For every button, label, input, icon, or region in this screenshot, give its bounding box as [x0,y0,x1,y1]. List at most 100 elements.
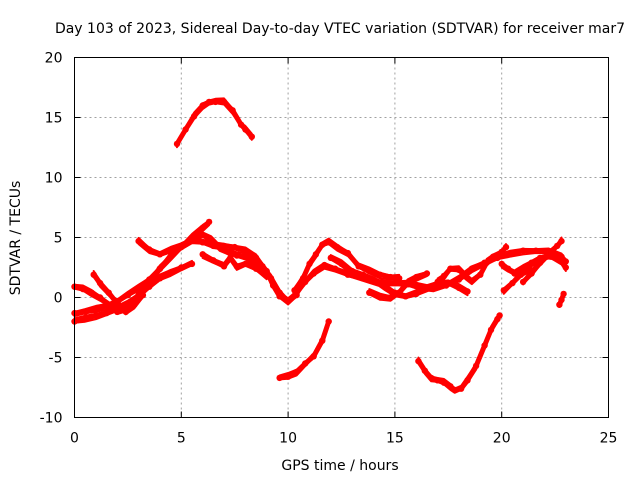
data-point [462,272,469,280]
data-point [139,291,147,299]
data-point [88,289,95,296]
data-point [103,309,110,317]
x-axis-label: GPS time / hours [281,458,398,474]
data-point [178,242,185,250]
data-point [558,258,565,265]
data-point [293,368,300,376]
data-point [500,287,507,294]
data-point [481,342,488,349]
data-point [423,270,431,277]
data-point [532,247,540,254]
data-point [562,264,569,271]
data-point [507,251,514,258]
series-arc-14 [519,236,565,286]
data-point [310,270,317,277]
y-tick-label: -10 [40,411,63,427]
series-line [501,266,532,293]
x-tick-label: 0 [70,431,79,447]
chart-title: Day 103 of 2023, Sidereal Day-to-day VTE… [55,21,625,37]
data-point [413,290,420,298]
data-point [216,243,223,251]
data-point [560,290,567,298]
x-tick-label: 10 [279,431,297,447]
axis-ticks: 0 5 10 15 20 25 -10 -5 0 5 10 15 20 [40,51,618,447]
series-line-strand [502,271,531,295]
data-point [182,126,189,133]
data-point [359,271,367,278]
data-point [188,236,196,244]
data-point [455,266,463,274]
data-point [156,251,164,258]
data-point [558,237,565,245]
data-point [167,247,174,254]
data-point [284,373,292,380]
data-point [220,263,228,270]
data-point [468,265,475,272]
data-point [434,278,441,286]
data-point [477,271,484,278]
data-point [302,360,309,367]
data-point [502,243,510,251]
data-point [504,265,512,272]
data-point [233,252,240,259]
data-point [423,284,431,292]
series-arc-15 [276,318,332,382]
data-point [455,284,463,292]
data-point [208,236,215,244]
data-point [146,246,153,253]
data-point [421,367,428,374]
data-point [114,300,121,307]
data-point [490,253,497,260]
y-axis-label: SDTVAR / TECUs [8,181,24,296]
data-point [92,306,100,313]
data-point [556,301,563,308]
data-point [92,312,100,319]
data-point [321,261,328,269]
data-point [554,242,561,250]
data-point [122,308,129,316]
data-point [96,279,104,287]
data-point [205,98,213,106]
data-point [528,259,535,266]
data-point [131,301,138,308]
data-point [457,385,465,392]
data-point [396,275,403,282]
data-point [387,294,394,301]
data-point [376,293,384,300]
data-point [517,271,525,278]
data-point [263,272,270,280]
data-point [299,275,307,282]
data-point [413,273,420,281]
data-point [293,291,300,299]
data-point [167,269,174,276]
y-tick-label: 5 [54,231,63,247]
data-point [447,265,454,272]
series-arc-7 [173,97,255,149]
data-point [79,285,87,293]
series-group [71,97,569,394]
data-point [402,293,409,300]
data-point [105,301,112,308]
series-arc-16 [415,312,503,394]
data-point [220,98,228,106]
data-point [325,318,332,325]
data-point [498,260,505,268]
data-point [376,271,384,278]
series-line-strand [502,265,531,290]
data-point [344,249,352,257]
data-point [387,273,394,281]
data-point [331,265,339,272]
data-point [252,265,260,272]
x-tick-label: 15 [386,431,404,447]
data-point [212,98,219,106]
data-point [188,260,196,268]
data-point [464,377,471,384]
data-point [276,289,283,296]
data-point [370,277,377,284]
data-point [242,260,249,268]
data-point [199,239,206,246]
data-point [455,276,463,283]
data-point [468,277,475,284]
